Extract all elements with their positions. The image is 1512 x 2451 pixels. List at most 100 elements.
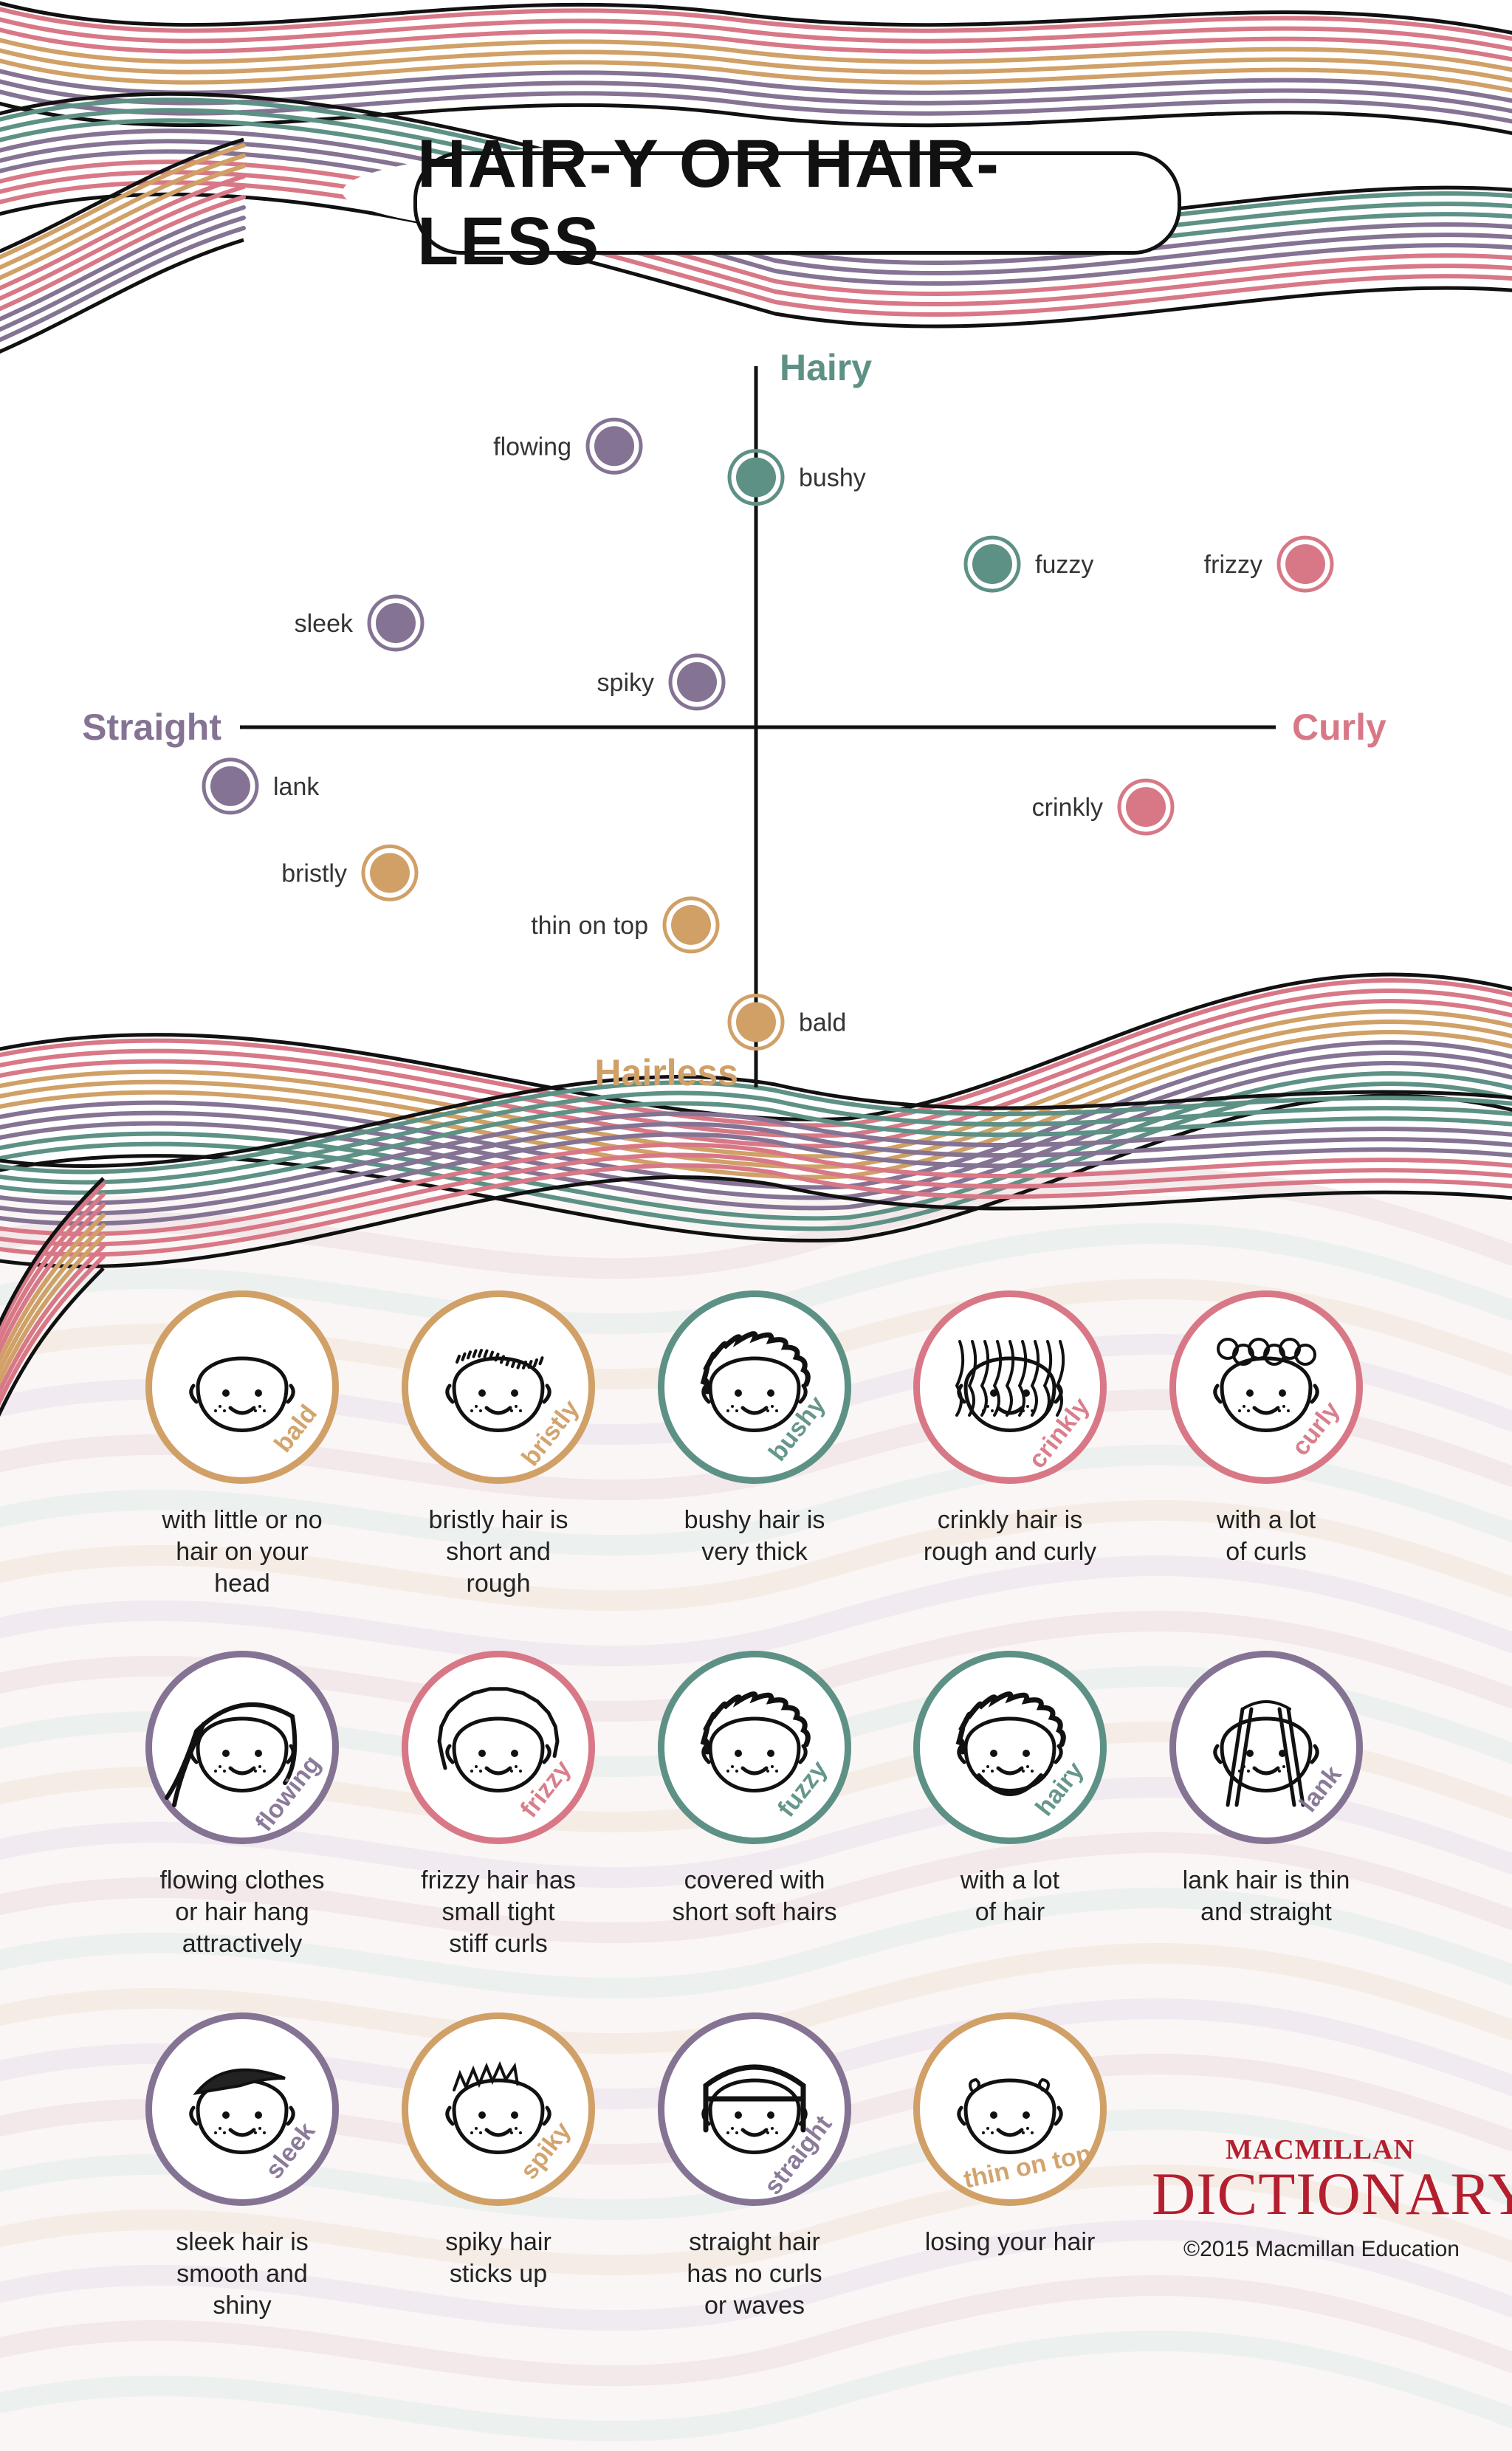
caption-line: and straight: [1200, 1898, 1332, 1926]
face-fuzzy-icon: [700, 1691, 811, 1792]
caption-line: shiny: [213, 2292, 272, 2320]
background-swirl: [0, 2164, 1512, 2276]
point-label: fuzzy: [1035, 551, 1093, 579]
caption-line: bristly hair is: [428, 1506, 568, 1534]
caption-line: with a lot: [960, 1866, 1060, 1894]
chart-point-flowing: flowing: [493, 417, 643, 475]
face-crinkly-icon: [955, 1340, 1065, 1432]
point-dot: [594, 426, 634, 467]
face-card-bushy: bushy bushy hair is very thick: [629, 1290, 880, 1568]
face-circle: bristly: [402, 1290, 595, 1484]
point-dot: [736, 457, 776, 498]
face-circle: bushy: [658, 1290, 851, 1484]
face-card-hairy: hairy with a lot of hair: [884, 1651, 1135, 1928]
wave-band-middle-2: [0, 1075, 1512, 1268]
chart-point-lank: lank: [202, 757, 320, 815]
chart-point-spiky: spiky: [597, 653, 726, 711]
background-swirl: [0, 1887, 1512, 1999]
caption-line: rough and curly: [923, 1538, 1097, 1566]
face-hairy-icon: [955, 1691, 1066, 1796]
point-ring: [202, 757, 259, 815]
caption-line: straight hair: [689, 2228, 820, 2256]
face-card-fuzzy: fuzzy covered with short soft hairs: [629, 1651, 880, 1928]
wave-band-top-left: [0, 137, 246, 354]
face-flowing-icon: [165, 1702, 298, 1807]
caption-line: sticks up: [449, 2260, 548, 2288]
caption-line: crinkly hair is: [937, 1506, 1083, 1534]
face-caption: flowing clothes or hair hang attractively: [117, 1865, 368, 1960]
face-card-sleek: sleek sleek hair is smooth and shiny: [117, 2012, 368, 2322]
caption-line: with a lot: [1216, 1506, 1316, 1534]
caption-line: short soft hairs: [672, 1898, 837, 1926]
caption-line: or hair hang: [175, 1898, 309, 1926]
face-caption: crinkly hair is rough and curly: [884, 1505, 1135, 1568]
chart-point-fuzzy: fuzzy: [963, 535, 1093, 593]
face-caption: losing your hair: [884, 2227, 1135, 2258]
wave-band-left-edge: [0, 1177, 106, 1417]
point-label: spiky: [597, 669, 654, 697]
title-banner: HAIR-Y OR HAIR-LESS: [413, 126, 1181, 279]
face-card-bristly: bristly bristly hair is short and rough: [373, 1290, 624, 1600]
face-caption: sleek hair is smooth and shiny: [117, 2227, 368, 2322]
axis-label-curly: Curly: [1292, 707, 1386, 748]
caption-line: losing your hair: [924, 2228, 1096, 2256]
chart-point-frizzy: frizzy: [1204, 535, 1334, 593]
chart-point-bristly: bristly: [281, 844, 419, 901]
caption-line: or waves: [704, 2292, 805, 2320]
face-circle: hairy: [913, 1651, 1107, 1844]
copyright-text: ©2015 Macmillan Education: [1183, 2237, 1460, 2261]
caption-line: has no curls: [687, 2260, 822, 2288]
face-thin-icon: [957, 2077, 1063, 2154]
point-label: crinkly: [1032, 794, 1103, 822]
page-title: HAIR-Y OR HAIR-LESS: [417, 126, 1000, 279]
background-swirl: [0, 1555, 1512, 1667]
point-label: bristly: [281, 859, 347, 887]
background-swirl: [0, 2275, 1512, 2387]
hair-quadrant-chart: Hairy Hairless Straight Curly flowing bushy fu…: [82, 347, 1386, 1093]
face-caption: frizzy hair has small tight stiff curls: [373, 1865, 624, 1960]
face-card-crinkly: crinkly crinkly hair is rough and curly: [884, 1290, 1135, 1568]
point-ring: [367, 594, 425, 652]
caption-line: attractively: [182, 1930, 303, 1958]
face-spiky-icon: [445, 2060, 551, 2154]
chart-point-thin-on-top: thin on top: [531, 896, 720, 954]
caption-line: bushy hair is: [684, 1506, 825, 1534]
face-card-straight: straight straight hair has no curls or wave…: [629, 2012, 880, 2322]
point-ring: [585, 417, 643, 475]
background-swirl: [0, 1499, 1512, 1612]
axis-label-straight: Straight: [82, 707, 221, 748]
face-straight-icon: [701, 2064, 808, 2154]
caption-line: with little or no: [162, 1506, 323, 1534]
axis-label-hairless: Hairless: [594, 1052, 738, 1093]
caption-line: stiff curls: [449, 1930, 548, 1958]
background-swirl: [0, 1832, 1512, 1944]
caption-line: of hair: [975, 1898, 1045, 1926]
face-caption: with little or no hair on your head: [117, 1505, 368, 1600]
point-ring: [727, 449, 785, 506]
face-circle: fuzzy: [658, 1651, 851, 1844]
point-dot: [736, 1002, 776, 1042]
face-card-curly: curly with a lot of curls: [1141, 1290, 1392, 1568]
background-swirl: [0, 2219, 1512, 2331]
point-label: flowing: [493, 433, 571, 461]
point-dot: [972, 544, 1012, 585]
caption-line: spiky hair: [445, 2228, 551, 2256]
point-ring: [662, 896, 720, 954]
point-dot: [677, 661, 717, 702]
face-circle: flowing: [145, 1651, 339, 1844]
axis-label-hairy: Hairy: [780, 347, 872, 388]
face-caption: with a lot of curls: [1141, 1505, 1392, 1568]
point-ring: [963, 535, 1021, 593]
face-card-flowing: flowing flowing clothes or hair hang attrac…: [117, 1651, 368, 1960]
face-circle: straight: [658, 2012, 851, 2206]
background-swirl: [0, 1942, 1512, 2055]
point-dot: [210, 766, 250, 806]
face-none-icon: [189, 1356, 295, 1432]
face-circle: thin on top: [913, 2012, 1107, 2206]
brand-dictionary: DICTIONARY: [1152, 2160, 1512, 2227]
face-circle: frizzy: [402, 1651, 595, 1844]
chart-point-crinkly: crinkly: [1032, 778, 1175, 836]
face-circle: curly: [1169, 1290, 1363, 1484]
face-card-thin-on-top: thin on top losing your hair: [884, 2012, 1135, 2258]
point-dot: [1126, 787, 1166, 828]
